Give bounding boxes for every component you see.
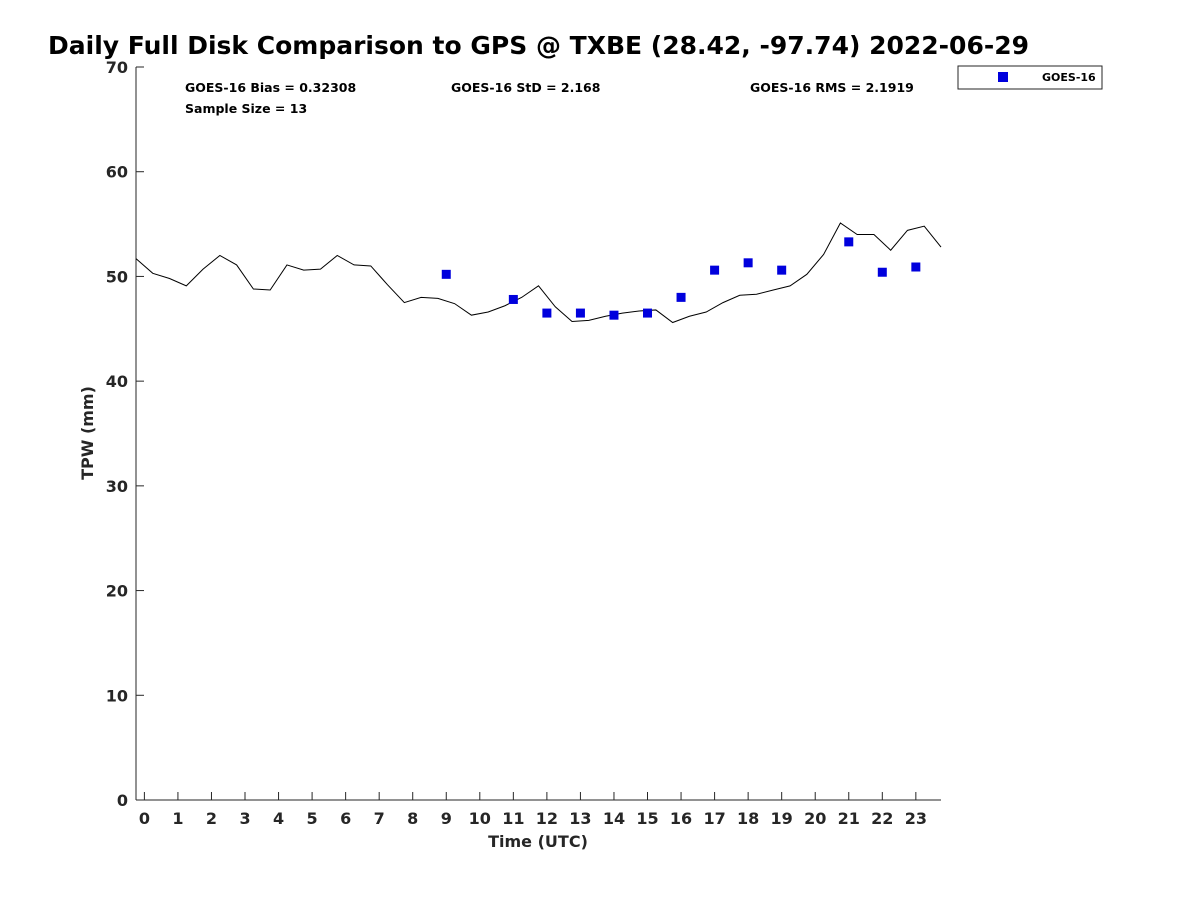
x-tick-label: 18 [737,809,759,828]
x-axis-label: Time (UTC) [488,832,588,851]
goes16-point [777,265,787,275]
x-tick-label: 3 [239,809,250,828]
bias-annotation: GOES-16 Bias = 0.32308 [185,80,356,95]
x-tick-label: 15 [636,809,658,828]
std-annotation: GOES-16 StD = 2.168 [451,80,600,95]
x-tick-label: 13 [569,809,591,828]
x-tick-label: 2 [206,809,217,828]
goes16-point [508,294,518,304]
x-tick-label: 0 [139,809,150,828]
x-tick-label: 6 [340,809,351,828]
x-tick-label: 21 [838,809,860,828]
goes16-point [676,292,686,302]
y-tick-label: 50 [106,267,128,286]
gps-tpw-line [135,222,942,324]
y-tick-label: 70 [106,58,128,77]
gps-line-series [135,222,942,324]
x-tick-label: 20 [804,809,826,828]
legend: GOES-16 [957,65,1103,90]
x-tick-label: 7 [374,809,385,828]
y-tick-label: 10 [106,686,128,705]
rms-annotation: GOES-16 RMS = 2.1919 [750,80,914,95]
y-tick-label: 30 [106,477,128,496]
x-tick-label: 14 [603,809,625,828]
y-axis-label: TPW (mm) [78,386,97,480]
goes16-point [911,262,921,272]
goes16-point [609,310,619,320]
x-ticks: 0 1 2 3 4 5 6 7 8 9 10 11 12 13 14 15 16 17 18 19 20 21 22 23 [139,792,927,828]
x-tick-label: 12 [536,809,558,828]
x-tick-label: 11 [502,809,524,828]
goes16-point [542,308,552,318]
x-tick-label: 23 [905,809,927,828]
goes16-point [743,258,753,268]
x-tick-label: 1 [172,809,183,828]
x-tick-label: 17 [703,809,725,828]
goes16-point [643,308,653,318]
goes16-point [441,269,451,279]
y-tick-label: 0 [117,791,128,810]
y-tick-label: 40 [106,372,128,391]
legend-label: GOES-16 [1042,71,1096,84]
y-tick-label: 20 [106,582,128,601]
x-tick-label: 8 [407,809,418,828]
goes16-points-series [441,237,921,320]
goes16-point [710,265,720,275]
y-ticks: 0 10 20 30 40 50 60 70 [106,58,144,810]
legend-box [957,65,1103,90]
y-tick-label: 60 [106,163,128,182]
goes16-point [575,308,585,318]
x-tick-label: 10 [469,809,491,828]
x-tick-label: 4 [273,809,284,828]
goes16-point [844,237,854,247]
x-tick-label: 22 [871,809,893,828]
chart-title: Daily Full Disk Comparison to GPS @ TXBE… [48,31,1029,60]
x-tick-label: 16 [670,809,692,828]
sample-size-annotation: Sample Size = 13 [185,101,307,116]
x-tick-label: 9 [441,809,452,828]
x-tick-label: 19 [771,809,793,828]
x-tick-label: 5 [307,809,318,828]
legend-marker-square-icon [998,72,1008,82]
stats-annotations: GOES-16 Bias = 0.32308 GOES-16 StD = 2.1… [185,80,914,116]
goes16-point [877,267,887,277]
